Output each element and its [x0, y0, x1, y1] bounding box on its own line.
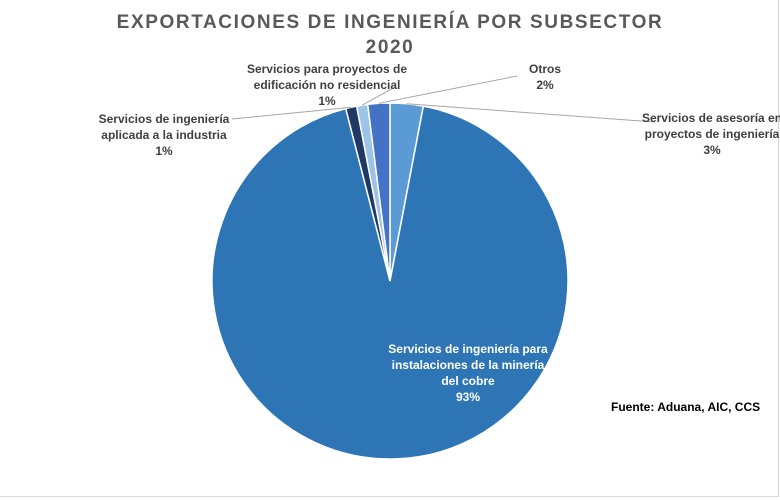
slice-label-line: instalaciones de la minería: [392, 358, 545, 372]
leader-line-edificacion-no-residencial: [361, 86, 396, 106]
slice-label-asesoria-proyectos: Servicios de asesoría en proyectos de ing…: [642, 111, 780, 157]
slice-percent-mineria-cobre: 93%: [456, 390, 480, 404]
slice-label-line: proyectos de ingeniería: [645, 127, 780, 141]
slice-label-line: Servicios de asesoría en: [642, 111, 780, 125]
chart-title-line-2: 2020: [365, 37, 415, 58]
slice-percent-otros: 2%: [536, 78, 554, 92]
leader-line-ingenieria-industria: [231, 106, 352, 120]
slice-label-line: Otros: [529, 62, 561, 76]
slice-label-line: Servicios de ingeniería: [99, 112, 230, 126]
slice-percent-asesoria-proyectos: 3%: [703, 143, 721, 157]
slice-label-line: aplicada a la industria: [101, 128, 227, 142]
chart-title: EXPORTACIONES DE INGENIERÍA POR SUBSECTO…: [0, 10, 780, 60]
chart-title-line-1: EXPORTACIONES DE INGENIERÍA POR SUBSECTO…: [116, 12, 664, 33]
leader-line-otros: [378, 75, 518, 104]
slice-label-edificacion-no-residencial: Servicios para proyectos de edificación n…: [247, 62, 407, 108]
slice-label-line: Servicios para proyectos de: [247, 62, 407, 76]
slice-label-line: edificación no residencial: [254, 78, 401, 92]
pie-slices: [211, 102, 569, 460]
slice-percent-edificacion-no-residencial: 1%: [318, 94, 336, 108]
slice-label-otros: Otros 2%: [529, 62, 561, 92]
slice-label-line: Servicios de ingeniería para: [388, 342, 548, 356]
leader-line-asesoria-proyectos: [406, 103, 656, 123]
slice-label-ingenieria-industria: Servicios de ingeniería aplicada a la ind…: [99, 112, 230, 158]
slice-label-mineria-cobre: Servicios de ingeniería para instalacione…: [388, 342, 548, 404]
pie-slice-mineria-cobre: [211, 105, 569, 460]
source-note: Fuente: Aduana, AIC, CCS: [611, 400, 761, 414]
slice-labels: Servicios de asesoría en proyectos de ing…: [99, 62, 780, 404]
slice-label-line: del cobre: [441, 374, 495, 388]
slice-percent-ingenieria-industria: 1%: [155, 144, 173, 158]
leader-lines: [231, 75, 656, 123]
